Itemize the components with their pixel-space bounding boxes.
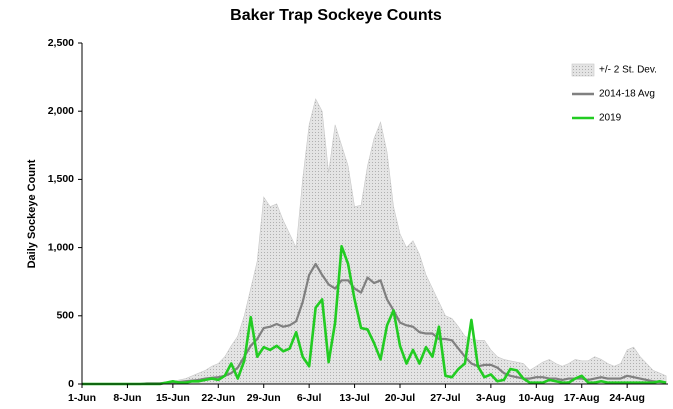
y-tick-label: 1,000 bbox=[48, 241, 74, 253]
y-tick-label: 0 bbox=[68, 378, 74, 390]
x-tick-label: 24-Aug bbox=[609, 392, 645, 404]
chart-title: Baker Trap Sockeye Counts bbox=[230, 7, 442, 24]
x-tick-label: 6-Jul bbox=[297, 392, 322, 404]
series-line bbox=[82, 244, 667, 386]
x-tick-label: 3-Aug bbox=[476, 392, 506, 404]
x-tick-label: 10-Aug bbox=[519, 392, 555, 404]
x-tick-label: 20-Jul bbox=[385, 392, 415, 404]
x-tick-label: 15-Jun bbox=[156, 392, 190, 404]
legend-swatch bbox=[571, 63, 595, 77]
x-tick-label: 1-Jun bbox=[68, 392, 96, 404]
legend-label: 2014-18 Avg bbox=[599, 89, 655, 100]
legend-label: +/- 2 St. Dev. bbox=[599, 65, 657, 76]
y-axis-label: Daily Sockeye Count bbox=[26, 159, 38, 268]
y-tick-label: 2,500 bbox=[48, 37, 74, 49]
x-tick-label: 13-Jul bbox=[339, 392, 369, 404]
x-tick-label: 22-Jun bbox=[201, 392, 235, 404]
y-tick-label: 2,000 bbox=[48, 105, 74, 117]
x-tick-label: 27-Jul bbox=[430, 392, 460, 404]
legend-label: 2019 bbox=[599, 113, 622, 124]
x-tick-label: 8-Jun bbox=[113, 392, 141, 404]
y-tick-label: 500 bbox=[56, 310, 74, 322]
y-tick-label: 1,500 bbox=[48, 173, 74, 185]
x-tick-label: 29-Jun bbox=[247, 392, 281, 404]
std-dev-band bbox=[82, 98, 667, 385]
x-tick-label: 17-Aug bbox=[564, 392, 600, 404]
